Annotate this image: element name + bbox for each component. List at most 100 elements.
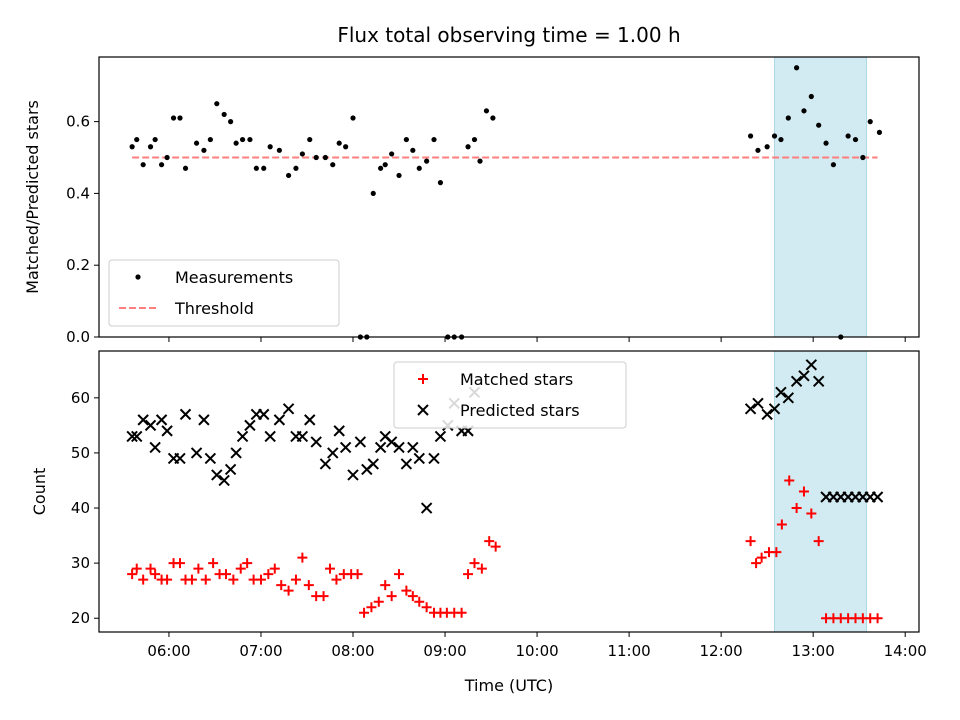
y-tick-label: 0.0 bbox=[66, 328, 90, 346]
data-point bbox=[318, 591, 329, 602]
data-point bbox=[420, 502, 433, 514]
data-point bbox=[456, 607, 467, 618]
axes-frame bbox=[98, 56, 920, 338]
data-point bbox=[747, 133, 754, 139]
legend-label: Predicted stars bbox=[460, 401, 580, 420]
data-point bbox=[867, 119, 873, 125]
data-point bbox=[162, 574, 173, 585]
data-point bbox=[242, 558, 253, 569]
data-point bbox=[483, 108, 490, 114]
data-point bbox=[247, 136, 253, 143]
data-point bbox=[401, 585, 412, 596]
data-point bbox=[190, 447, 203, 459]
data-point bbox=[207, 136, 213, 143]
data-point bbox=[413, 452, 425, 465]
x-tick-label: 09:00 bbox=[423, 642, 466, 660]
y-axis-label: Count bbox=[30, 468, 49, 516]
data-point bbox=[297, 552, 308, 563]
series-measurements bbox=[129, 65, 883, 340]
data-point bbox=[155, 414, 168, 426]
x-tick-label: 06:00 bbox=[147, 642, 190, 660]
data-point bbox=[161, 425, 173, 437]
data-point bbox=[170, 115, 177, 121]
data-point bbox=[336, 140, 342, 146]
data-point bbox=[872, 613, 883, 624]
data-point bbox=[330, 162, 336, 168]
data-point bbox=[806, 508, 817, 519]
data-point bbox=[137, 414, 149, 426]
data-point bbox=[813, 536, 824, 547]
data-point bbox=[228, 574, 239, 585]
data-point bbox=[761, 408, 773, 421]
data-point bbox=[352, 569, 363, 580]
data-point bbox=[150, 569, 161, 580]
data-point bbox=[382, 162, 388, 168]
data-point bbox=[221, 111, 227, 118]
data-point bbox=[808, 93, 814, 100]
data-point bbox=[778, 136, 784, 143]
data-point bbox=[830, 162, 837, 168]
data-point bbox=[775, 386, 787, 399]
legend-box bbox=[393, 361, 627, 429]
data-point bbox=[437, 180, 444, 186]
data-point bbox=[469, 558, 480, 569]
axes-frame bbox=[98, 350, 920, 633]
data-point bbox=[208, 558, 219, 569]
data-point bbox=[145, 563, 156, 574]
data-point bbox=[319, 458, 332, 470]
data-point bbox=[282, 403, 295, 415]
data-point bbox=[235, 563, 246, 574]
data-point bbox=[174, 558, 185, 569]
data-point bbox=[131, 563, 142, 574]
data-point bbox=[303, 580, 314, 591]
data-point bbox=[407, 441, 419, 454]
data-point bbox=[752, 397, 764, 410]
data-point bbox=[784, 475, 795, 486]
data-point bbox=[293, 165, 299, 171]
data-point bbox=[221, 569, 232, 580]
data-point bbox=[366, 602, 377, 613]
data-point bbox=[403, 136, 409, 143]
data-point bbox=[860, 154, 866, 161]
data-point bbox=[407, 591, 418, 602]
data-point bbox=[158, 162, 165, 168]
data-point bbox=[805, 359, 818, 371]
data-point bbox=[214, 101, 220, 107]
data-point bbox=[296, 430, 309, 443]
data-point bbox=[244, 419, 256, 432]
x-tick-label: 13:00 bbox=[792, 642, 835, 660]
data-point bbox=[771, 133, 778, 139]
shaded-span bbox=[774, 350, 868, 633]
data-point bbox=[791, 503, 802, 514]
data-point bbox=[845, 133, 851, 139]
data-point bbox=[798, 370, 810, 382]
data-point bbox=[134, 136, 140, 143]
data-point bbox=[370, 190, 376, 197]
data-point bbox=[285, 172, 292, 179]
data-point bbox=[350, 115, 356, 121]
data-point bbox=[174, 452, 186, 465]
data-point bbox=[324, 563, 335, 574]
data-point bbox=[224, 463, 237, 476]
data-point bbox=[290, 574, 301, 585]
data-point bbox=[186, 574, 197, 585]
data-point bbox=[490, 115, 496, 121]
data-point bbox=[380, 580, 391, 591]
data-point bbox=[310, 436, 322, 448]
data-point bbox=[755, 147, 761, 153]
data-point bbox=[776, 519, 787, 530]
data-point bbox=[463, 569, 474, 580]
data-point bbox=[367, 458, 379, 470]
data-point bbox=[343, 144, 349, 150]
data-point bbox=[812, 375, 825, 388]
shaded-span bbox=[774, 56, 868, 338]
y-tick-label: 40 bbox=[71, 499, 90, 517]
data-point bbox=[823, 140, 829, 146]
data-point bbox=[193, 140, 200, 146]
legend-marker bbox=[418, 374, 428, 384]
x-tick-label: 08:00 bbox=[331, 642, 374, 660]
data-point bbox=[236, 430, 249, 443]
data-point bbox=[228, 119, 234, 125]
data-point bbox=[347, 469, 359, 481]
data-point bbox=[307, 136, 313, 143]
